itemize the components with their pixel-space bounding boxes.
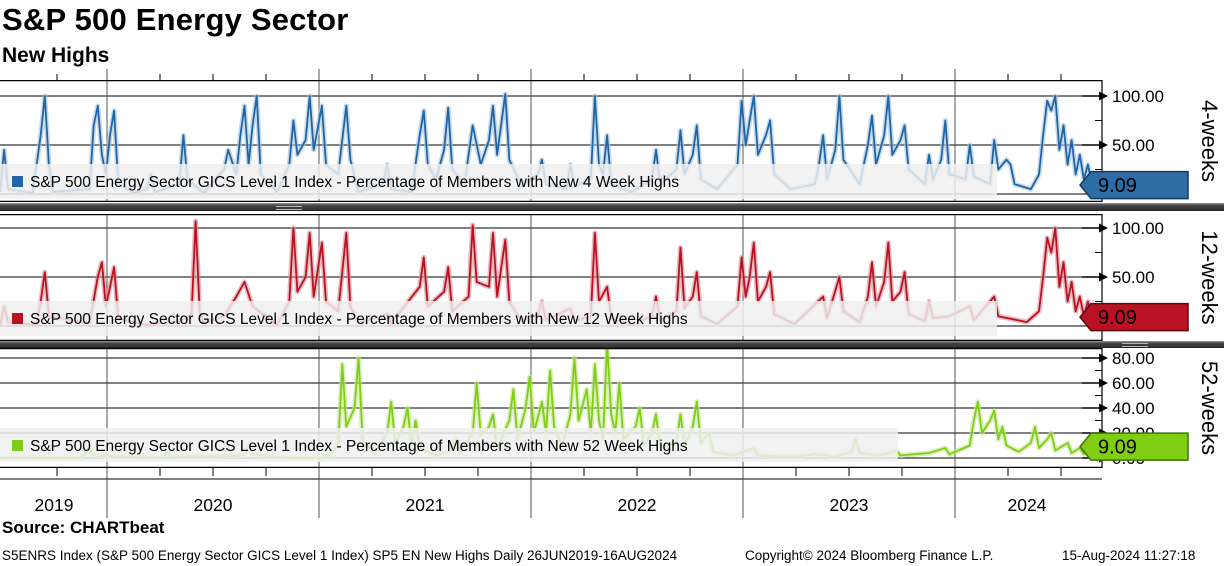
ytick-arrowhead-icon	[1099, 403, 1108, 413]
legend-band	[0, 428, 898, 462]
x-axis-year-label: 2020	[194, 495, 233, 515]
panel-axis-title: 52-weeks	[1197, 361, 1222, 455]
ytick-label: 60.00	[1112, 374, 1155, 393]
x-axis-year-label: 2019	[35, 495, 74, 515]
ytick-arrowhead-icon	[1099, 353, 1108, 363]
ytick-label: 100.00	[1112, 87, 1164, 106]
panel-4-weeks-chart[interactable]: S&P 500 Energy Sector GICS Level 1 Index…	[0, 80, 1224, 202]
panel-52-weeks-chart[interactable]: S&P 500 Energy Sector GICS Level 1 Index…	[0, 348, 1224, 468]
x-axis-year-label: 2023	[830, 495, 869, 515]
chart-subtitle: New Highs	[2, 44, 110, 67]
footer-security-description: S5ENRS Index (S&P 500 Energy Sector GICS…	[2, 548, 678, 563]
footer-timestamp: 15-Aug-2024 11:27:18	[1062, 548, 1196, 563]
last-value-text: 9.09	[1098, 307, 1137, 329]
legend-marker-icon	[12, 313, 23, 324]
ytick-label: 100.00	[1112, 219, 1164, 238]
ytick-arrowhead-icon	[1099, 223, 1108, 233]
source-line: Source: CHARTbeat	[2, 518, 165, 537]
panel-axis-title: 4-weeks	[1197, 100, 1222, 182]
legend-label: S&P 500 Energy Sector GICS Level 1 Index…	[30, 174, 679, 191]
last-value-text: 9.09	[1098, 437, 1137, 459]
legend-marker-icon	[12, 176, 23, 187]
panel-splitter-1[interactable]	[0, 203, 1224, 211]
legend-label: S&P 500 Energy Sector GICS Level 1 Index…	[30, 438, 688, 455]
top-axis-ticks	[56, 69, 1062, 80]
legend-band	[0, 164, 997, 199]
last-value-badge	[1079, 170, 1189, 200]
panel-axis-title: 12-weeks	[1197, 230, 1222, 324]
last-value-badge	[1079, 432, 1189, 461]
x-axis-year-label: 2021	[406, 495, 445, 515]
ytick-label: 50.00	[1112, 268, 1155, 287]
ytick-label: 40.00	[1112, 399, 1155, 418]
ytick-arrowhead-icon	[1099, 140, 1108, 150]
panel-12-weeks-chart[interactable]: S&P 500 Energy Sector GICS Level 1 Index…	[0, 214, 1224, 341]
x-axis-year-label: 2022	[618, 495, 657, 515]
legend-marker-icon	[12, 440, 23, 451]
x-axis: 2019 2020 2021 2022 2023 2024	[0, 468, 1102, 518]
panel-splitter-2[interactable]	[0, 341, 1224, 348]
ytick-arrowhead-icon	[1099, 378, 1108, 388]
ytick-arrowhead-icon	[1099, 272, 1108, 282]
legend-band	[0, 301, 997, 336]
ytick-arrowhead-icon	[1099, 91, 1108, 101]
chart-title: S&P 500 Energy Sector	[2, 2, 349, 37]
ytick-label: 50.00	[1112, 136, 1155, 155]
last-value-badge	[1079, 302, 1189, 332]
splitter-grip-icon[interactable]	[1122, 343, 1148, 347]
legend-label: S&P 500 Energy Sector GICS Level 1 Index…	[30, 311, 688, 328]
ytick-label: 80.00	[1112, 349, 1155, 368]
splitter-grip-icon[interactable]	[276, 206, 302, 210]
footer-copyright: Copyright© 2024 Bloomberg Finance L.P.	[745, 548, 994, 563]
x-axis-year-label: 2024	[1008, 495, 1047, 515]
last-value-text: 9.09	[1098, 175, 1137, 197]
